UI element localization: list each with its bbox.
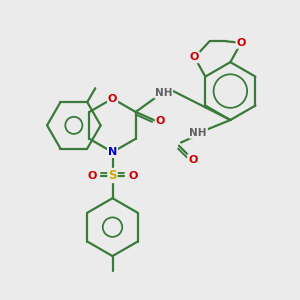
Text: S: S	[108, 169, 117, 182]
Text: O: O	[190, 52, 199, 62]
Text: O: O	[236, 38, 246, 48]
Text: O: O	[108, 94, 117, 103]
Text: O: O	[88, 171, 97, 181]
Text: O: O	[156, 116, 165, 125]
Text: O: O	[128, 171, 137, 181]
Text: NH: NH	[190, 128, 207, 138]
Text: O: O	[188, 154, 197, 165]
Text: NH: NH	[155, 88, 172, 98]
Text: N: N	[108, 147, 117, 157]
